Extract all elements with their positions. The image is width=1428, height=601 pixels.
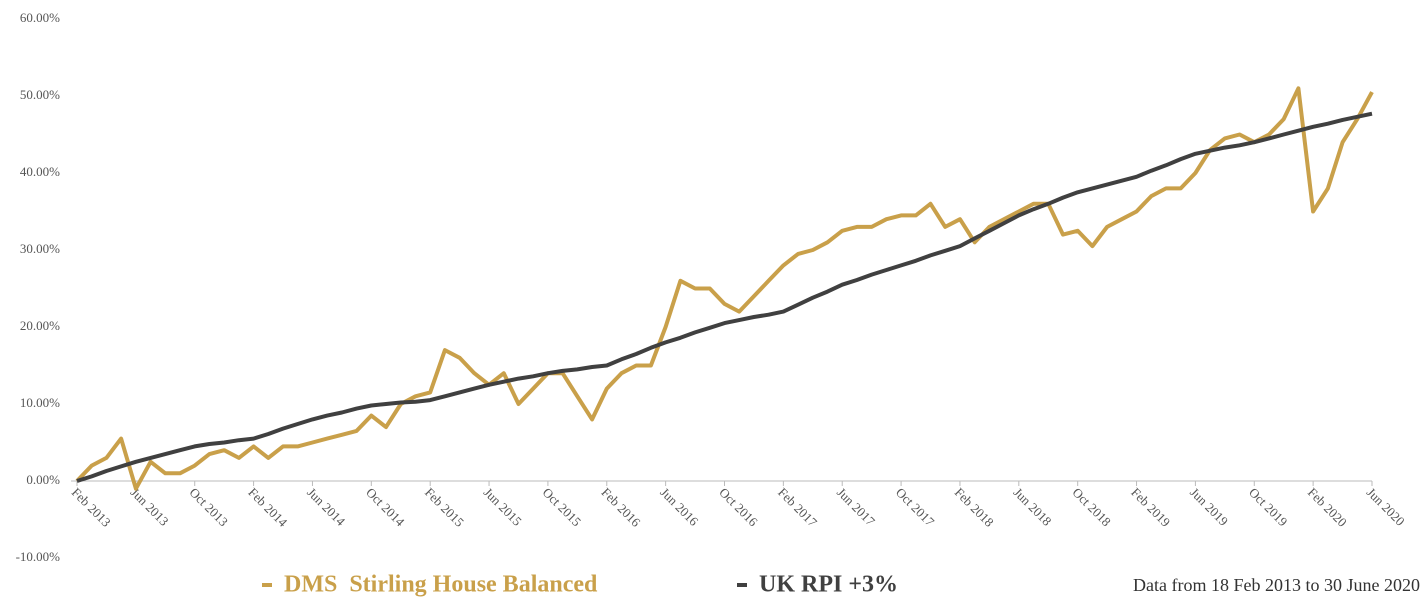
series-line — [76, 111, 1373, 483]
x-tick-label: Feb 2018 — [952, 485, 997, 530]
annotation: Data from 18 Feb 2013 to 30 June 2020 — [1133, 575, 1420, 595]
legend-label: UK RPI +3% — [759, 572, 898, 598]
y-tick-label: 50.00% — [20, 87, 60, 102]
x-tick-label: Feb 2020 — [1305, 485, 1350, 530]
series-line — [75, 86, 1374, 491]
y-tick-label: 40.00% — [20, 164, 60, 179]
x-tick-label: Oct 2013 — [186, 485, 231, 530]
x-tick-label: Jun 2013 — [128, 485, 172, 529]
x-tick-label: Jun 2017 — [834, 485, 878, 529]
x-tick-label: Feb 2017 — [775, 485, 820, 530]
x-tick-label: Oct 2014 — [363, 485, 408, 530]
x-tick-label: Feb 2019 — [1128, 485, 1173, 530]
legend-swatch — [737, 583, 747, 587]
x-tick-label: Feb 2016 — [599, 485, 644, 530]
y-tick-label: 20.00% — [20, 318, 60, 333]
x-tick-label: Oct 2017 — [893, 485, 938, 530]
x-tick-label: Jun 2016 — [657, 485, 701, 529]
legend-swatch — [262, 583, 272, 587]
x-tick-label: Feb 2013 — [69, 485, 114, 530]
x-tick-label: Oct 2019 — [1246, 485, 1291, 530]
x-tick-label: Feb 2015 — [422, 485, 467, 530]
y-tick-label: -10.00% — [16, 549, 61, 564]
x-tick-label: Jun 2018 — [1011, 485, 1055, 529]
x-tick-label: Oct 2015 — [540, 485, 585, 530]
y-tick-label: 30.00% — [20, 241, 60, 256]
y-tick-label: 60.00% — [20, 10, 60, 25]
x-tick-label: Jun 2014 — [304, 485, 348, 529]
x-tick-label: Jun 2015 — [481, 485, 525, 529]
x-tick-label: Jun 2020 — [1364, 485, 1408, 529]
legend-label: DMS Stirling House Balanced — [284, 572, 598, 598]
x-tick-label: Oct 2016 — [716, 485, 761, 530]
x-tick-label: Oct 2018 — [1069, 485, 1114, 530]
x-tick-label: Jun 2019 — [1187, 485, 1231, 529]
y-tick-label: 10.00% — [20, 395, 60, 410]
x-tick-label: Feb 2014 — [245, 485, 290, 530]
y-tick-label: 0.00% — [26, 472, 60, 487]
